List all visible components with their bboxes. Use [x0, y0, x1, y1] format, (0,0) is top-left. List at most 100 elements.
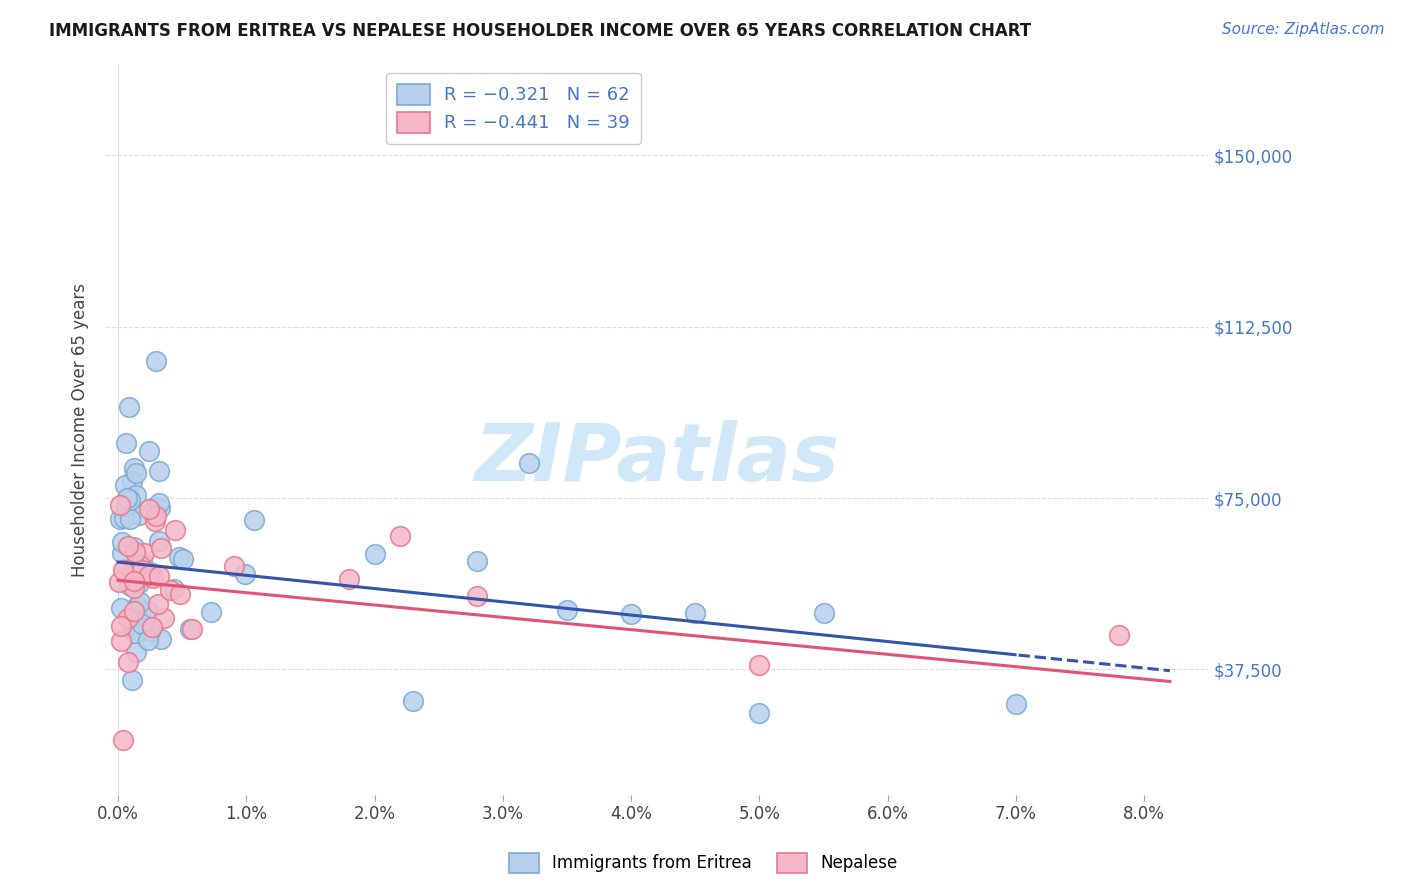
- Point: [465, 589, 488, 603]
- Point: [125, 600, 148, 615]
- Point: [108, 575, 131, 590]
- Point: [138, 444, 160, 458]
- Point: [138, 632, 160, 647]
- Point: [748, 706, 770, 720]
- Point: [114, 478, 136, 492]
- Point: [125, 466, 148, 480]
- Point: [128, 508, 150, 523]
- Point: [143, 515, 166, 529]
- Point: [243, 513, 266, 527]
- Point: [124, 604, 146, 618]
- Point: [148, 533, 170, 548]
- Y-axis label: Householder Income Over 65 years: Householder Income Over 65 years: [72, 283, 89, 576]
- Point: [131, 555, 153, 569]
- Point: [163, 523, 186, 537]
- Point: [124, 558, 146, 573]
- Point: [172, 552, 194, 566]
- Point: [108, 511, 131, 525]
- Point: [120, 493, 142, 508]
- Point: [163, 582, 186, 596]
- Point: [748, 658, 770, 673]
- Point: [129, 558, 152, 572]
- Point: [124, 540, 146, 554]
- Point: [114, 563, 136, 577]
- Point: [145, 509, 167, 524]
- Point: [465, 553, 488, 567]
- Point: [389, 528, 412, 542]
- Point: [620, 607, 643, 621]
- Point: [132, 546, 155, 560]
- Point: [233, 566, 256, 581]
- Point: [159, 582, 181, 597]
- Point: [110, 601, 132, 615]
- Point: [121, 673, 143, 687]
- Point: [118, 512, 141, 526]
- Point: [138, 502, 160, 516]
- Point: [131, 570, 153, 584]
- Legend: Immigrants from Eritrea, Nepalese: Immigrants from Eritrea, Nepalese: [502, 847, 904, 880]
- Point: [1005, 697, 1028, 711]
- Point: [139, 624, 162, 639]
- Point: [143, 500, 166, 515]
- Point: [112, 511, 135, 525]
- Point: [150, 632, 173, 647]
- Point: [222, 559, 245, 574]
- Point: [181, 623, 204, 637]
- Point: [111, 534, 134, 549]
- Text: ZIPatlas: ZIPatlas: [474, 420, 839, 498]
- Point: [117, 656, 139, 670]
- Point: [121, 475, 143, 489]
- Point: [142, 571, 165, 585]
- Point: [169, 587, 191, 601]
- Point: [813, 606, 835, 620]
- Point: [111, 546, 134, 560]
- Point: [179, 622, 201, 636]
- Point: [517, 456, 540, 470]
- Point: [128, 595, 150, 609]
- Legend: R = −0.321   N = 62, R = −0.441   N = 39: R = −0.321 N = 62, R = −0.441 N = 39: [387, 73, 641, 144]
- Point: [139, 566, 162, 580]
- Point: [131, 563, 153, 577]
- Point: [117, 539, 139, 553]
- Point: [125, 645, 148, 659]
- Point: [128, 575, 150, 590]
- Point: [117, 491, 139, 506]
- Point: [115, 436, 138, 450]
- Point: [146, 597, 169, 611]
- Point: [125, 488, 148, 502]
- Point: [110, 619, 132, 633]
- Point: [141, 620, 163, 634]
- Point: [122, 581, 145, 595]
- Point: [125, 599, 148, 614]
- Point: [138, 568, 160, 582]
- Point: [148, 464, 170, 478]
- Point: [124, 545, 146, 559]
- Point: [148, 495, 170, 509]
- Point: [555, 603, 578, 617]
- Point: [337, 573, 360, 587]
- Point: [167, 550, 190, 565]
- Point: [111, 733, 134, 747]
- Point: [136, 604, 159, 618]
- Text: IMMIGRANTS FROM ERITREA VS NEPALESE HOUSEHOLDER INCOME OVER 65 YEARS CORRELATION: IMMIGRANTS FROM ERITREA VS NEPALESE HOUS…: [49, 22, 1032, 40]
- Point: [125, 574, 148, 589]
- Point: [118, 400, 141, 414]
- Point: [1108, 628, 1130, 642]
- Point: [132, 615, 155, 629]
- Point: [131, 617, 153, 632]
- Point: [363, 547, 385, 561]
- Point: [117, 611, 139, 625]
- Point: [112, 563, 135, 577]
- Point: [118, 578, 141, 592]
- Point: [115, 499, 138, 513]
- Point: [153, 611, 176, 625]
- Point: [129, 624, 152, 638]
- Point: [110, 633, 132, 648]
- Point: [124, 574, 146, 588]
- Point: [145, 354, 167, 368]
- Point: [149, 541, 172, 555]
- Point: [683, 606, 706, 620]
- Point: [148, 569, 170, 583]
- Point: [110, 499, 132, 513]
- Point: [124, 626, 146, 640]
